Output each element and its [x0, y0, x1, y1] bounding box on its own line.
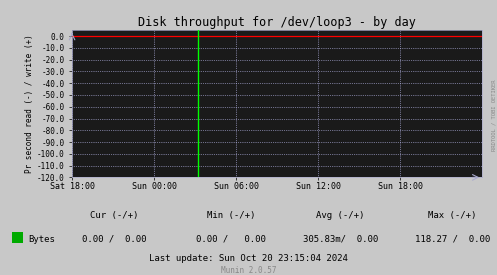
Text: 305.83m/  0.00: 305.83m/ 0.00	[303, 235, 378, 244]
Text: RRDTOOL / TOBI OETIKER: RRDTOOL / TOBI OETIKER	[491, 80, 496, 151]
Text: Bytes: Bytes	[28, 235, 55, 244]
Text: Munin 2.0.57: Munin 2.0.57	[221, 266, 276, 275]
Y-axis label: Pr second read (-) / write (+): Pr second read (-) / write (+)	[25, 34, 34, 173]
Title: Disk throughput for /dev/loop3 - by day: Disk throughput for /dev/loop3 - by day	[138, 16, 416, 29]
Text: Avg (-/+): Avg (-/+)	[316, 211, 365, 220]
Text: 0.00 /  0.00: 0.00 / 0.00	[82, 235, 147, 244]
Text: 118.27 /  0.00: 118.27 / 0.00	[414, 235, 490, 244]
Text: Max (-/+): Max (-/+)	[428, 211, 477, 220]
Text: Min (-/+): Min (-/+)	[207, 211, 255, 220]
Text: Last update: Sun Oct 20 23:15:04 2024: Last update: Sun Oct 20 23:15:04 2024	[149, 254, 348, 263]
Text: 0.00 /   0.00: 0.00 / 0.00	[196, 235, 266, 244]
Text: Cur (-/+): Cur (-/+)	[90, 211, 139, 220]
